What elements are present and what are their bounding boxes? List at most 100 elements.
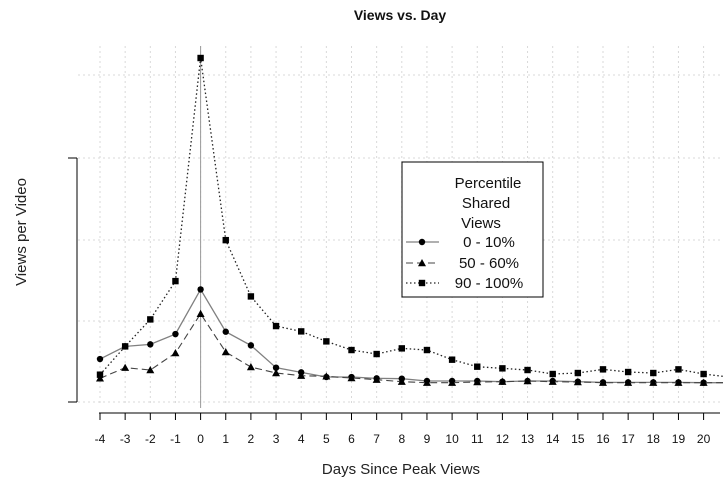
x-tick-label: 13	[521, 432, 535, 446]
data-point-square	[222, 236, 229, 244]
data-point-square	[474, 363, 481, 370]
x-tick-label: 19	[672, 432, 686, 446]
x-tick-label: 12	[496, 432, 510, 446]
data-point-square	[147, 316, 154, 323]
data-point-circle	[147, 341, 154, 348]
x-tick-label: 17	[621, 432, 635, 446]
data-point-triangle	[674, 378, 683, 386]
data-point-triangle	[96, 374, 104, 382]
data-point-square	[700, 370, 707, 378]
legend-title-line-3: Views	[461, 215, 501, 232]
x-tick-label: 4	[298, 432, 305, 446]
data-point-triangle	[121, 363, 130, 371]
data-point-square	[549, 370, 556, 378]
data-point-triangle	[422, 378, 431, 386]
x-tick-label: -3	[120, 432, 131, 446]
legend-box	[401, 161, 544, 298]
data-point-triangle	[699, 378, 708, 386]
data-point-triangle	[221, 348, 230, 356]
x-tick-label: 9	[424, 432, 431, 446]
x-tick-label: 1	[222, 432, 229, 446]
x-tick-label: -1	[170, 432, 181, 446]
data-point-triangle	[322, 372, 331, 380]
data-point-square	[272, 322, 280, 330]
series-line-1	[99, 288, 723, 384]
data-point-square	[574, 369, 582, 377]
series-layer	[96, 54, 723, 386]
data-point-square	[323, 338, 330, 345]
legend-entry-label: 90 - 100%	[455, 275, 523, 292]
x-tick-label: 10	[445, 432, 459, 446]
y-axis-label: Views per Video	[13, 178, 30, 286]
x-tick-label: 14	[546, 432, 560, 446]
legend: Percentile Shared Views 0 - 10% 50 - 60% 9…	[401, 161, 544, 298]
legend-marker-circle	[418, 238, 426, 246]
x-tick-label: 16	[596, 432, 610, 446]
legend-title-line-2: Shared	[462, 195, 510, 212]
data-point-triangle	[196, 309, 205, 317]
legend-entry-label: 0 - 10%	[463, 234, 515, 251]
x-tick-label: -4	[95, 432, 106, 446]
x-tick-label: 3	[273, 432, 280, 446]
data-point-triangle	[573, 378, 582, 386]
data-point-triangle	[548, 377, 557, 385]
data-point-square	[96, 371, 104, 378]
data-point-triangle	[397, 377, 406, 385]
data-point-square	[499, 365, 506, 372]
legend-entry-label: 50 - 60%	[459, 255, 519, 272]
data-point-triangle	[347, 374, 356, 382]
series-2	[96, 309, 723, 386]
data-point-square	[121, 343, 129, 350]
data-point-square	[348, 346, 355, 354]
x-tick-label: 0	[197, 432, 204, 446]
x-tick-label: 11	[471, 432, 484, 446]
data-point-square	[675, 366, 682, 373]
data-point-triangle	[246, 363, 255, 371]
data-point-triangle	[272, 369, 281, 377]
data-point-triangle	[523, 377, 532, 385]
data-point-circle	[272, 364, 280, 371]
legend-entries: 0 - 10% 50 - 60% 90 - 100%	[406, 234, 523, 292]
data-point-square	[524, 366, 531, 374]
data-point-square	[650, 369, 657, 377]
x-tick-label: 2	[248, 432, 255, 446]
data-point-square	[373, 350, 380, 358]
legend-marker-square	[418, 279, 426, 287]
data-point-circle	[197, 286, 204, 293]
data-point-circle	[247, 342, 255, 349]
data-point-square	[398, 345, 405, 352]
data-point-square	[423, 346, 431, 354]
data-point-triangle	[297, 371, 306, 379]
data-point-triangle	[498, 377, 507, 385]
x-axis-ticks: -4 -3 -2 -1 0 1 2 3 4 5 6 7 8 9 10 11 12 13 14 15 16 17 18 19 20	[95, 413, 711, 446]
x-tick-label: 18	[647, 432, 661, 446]
data-point-triangle	[649, 378, 658, 386]
data-point-square	[172, 277, 179, 285]
data-point-square	[197, 54, 204, 62]
x-tick-label: 6	[348, 432, 355, 446]
data-point-square	[298, 328, 305, 335]
x-tick-label: 20	[697, 432, 711, 446]
legend-title-line-1: Percentile	[455, 175, 522, 192]
data-point-circle	[172, 330, 179, 338]
x-tick-label: -2	[145, 432, 156, 446]
series-line-3	[99, 57, 723, 377]
x-axis-label: Days Since Peak Views	[322, 461, 480, 478]
data-point-triangle	[473, 378, 482, 386]
series-3	[96, 54, 723, 378]
x-tick-label: 5	[323, 432, 330, 446]
legend-marker-triangle	[418, 259, 426, 267]
data-point-triangle	[624, 378, 633, 386]
data-point-square	[448, 356, 456, 363]
x-tick-label: 7	[373, 432, 380, 446]
data-point-square	[624, 368, 632, 376]
data-point-triangle	[372, 375, 381, 383]
x-tick-label: 15	[571, 432, 585, 446]
data-point-triangle	[146, 366, 155, 374]
data-point-triangle	[599, 378, 607, 386]
data-point-square	[247, 293, 255, 300]
series-line-2	[99, 312, 723, 384]
data-point-circle	[96, 355, 104, 363]
